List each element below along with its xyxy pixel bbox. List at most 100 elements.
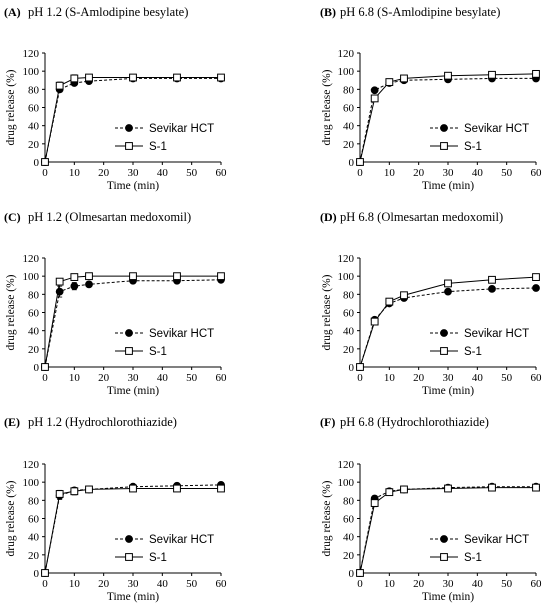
data-point-marker xyxy=(41,363,49,371)
x-tick-label: 20 xyxy=(413,578,425,590)
y-tick-label: 20 xyxy=(28,139,40,151)
data-point-marker xyxy=(55,277,64,286)
x-tick-label: 50 xyxy=(501,167,513,179)
data-point-marker xyxy=(55,81,64,90)
y-tick-label: 0 xyxy=(34,157,40,169)
data-point-marker xyxy=(70,74,79,83)
legend-label: S-1 xyxy=(464,552,482,564)
x-tick-label: 60 xyxy=(531,167,543,179)
y-tick-label: 20 xyxy=(343,550,355,562)
legend-label: S-1 xyxy=(149,346,167,358)
legend-label: Sevikar HCT xyxy=(464,328,529,340)
x-tick-label: 50 xyxy=(501,372,513,384)
x-tick-label: 60 xyxy=(531,578,543,590)
data-point-marker xyxy=(370,317,379,326)
legend-marker xyxy=(125,553,133,561)
x-tick-label: 50 xyxy=(186,578,198,590)
panel-letter: (C) xyxy=(4,210,21,224)
legend-marker xyxy=(440,124,448,132)
data-point-marker xyxy=(532,483,540,492)
y-axis-label: drug release (%) xyxy=(321,69,333,145)
x-tick-label: 40 xyxy=(157,578,169,590)
data-point-marker xyxy=(488,275,496,284)
y-tick-label: 0 xyxy=(34,362,40,374)
y-tick-label: 100 xyxy=(338,271,355,283)
data-point-marker xyxy=(532,69,540,78)
x-tick-label: 60 xyxy=(216,578,228,590)
legend-marker xyxy=(125,142,133,150)
data-point-marker xyxy=(85,272,93,281)
data-point-marker xyxy=(488,284,496,293)
panel-letter: (F) xyxy=(320,415,335,429)
series-line xyxy=(44,279,222,368)
legend-marker xyxy=(125,347,133,355)
data-point-marker xyxy=(532,273,540,281)
chart-title: pH 6.8 (Olmesartan medoxomil) xyxy=(340,210,503,224)
y-tick-label: 120 xyxy=(23,253,40,265)
series-line xyxy=(44,77,221,163)
data-point-marker xyxy=(70,487,79,496)
y-tick-label: 0 xyxy=(349,362,355,374)
data-point-marker xyxy=(173,272,181,281)
data-point-marker xyxy=(488,483,496,492)
x-tick-label: 20 xyxy=(413,372,425,384)
y-tick-label: 60 xyxy=(343,103,355,115)
x-tick-label: 30 xyxy=(443,578,455,590)
panel-letter: (D) xyxy=(320,210,337,224)
legend-marker xyxy=(440,329,448,337)
y-tick-label: 0 xyxy=(349,157,355,169)
y-tick-label: 20 xyxy=(28,344,40,356)
chart-title: pH 1.2 (Hydrochlorothiazide) xyxy=(28,415,177,429)
x-tick-label: 50 xyxy=(501,578,513,590)
y-tick-label: 40 xyxy=(28,532,40,544)
y-tick-label: 120 xyxy=(338,253,355,265)
y-tick-label: 80 xyxy=(343,495,355,507)
y-axis-label: drug release (%) xyxy=(5,480,17,556)
y-tick-label: 60 xyxy=(28,514,40,526)
legend-marker xyxy=(440,142,448,150)
x-axis-label: Time (min) xyxy=(107,180,159,192)
y-tick-label: 60 xyxy=(28,103,40,115)
data-point-marker xyxy=(129,484,137,493)
chart-panel: (C) pH 1.2 (Olmesartan medoxomil) 0 20 40 60 8… xyxy=(4,210,227,397)
y-tick-label: 20 xyxy=(343,344,355,356)
chart-panel: (F) pH 6.8 (Hydrochlorothiazide) 0 20 40 60 80… xyxy=(320,415,542,603)
series-line xyxy=(359,77,536,163)
data-point-marker xyxy=(173,73,181,82)
x-tick-label: 10 xyxy=(69,167,81,179)
panel-letter: (A) xyxy=(4,5,21,19)
data-point-marker xyxy=(356,363,364,371)
y-tick-label: 100 xyxy=(338,477,355,489)
y-tick-label: 120 xyxy=(338,48,355,60)
x-axis-label: Time (min) xyxy=(107,385,159,397)
y-tick-label: 80 xyxy=(28,289,40,301)
x-tick-label: 10 xyxy=(69,578,81,590)
data-point-marker xyxy=(70,282,79,291)
legend-marker xyxy=(440,347,448,355)
series-line xyxy=(44,488,221,574)
x-tick-label: 40 xyxy=(472,578,484,590)
x-tick-label: 50 xyxy=(186,372,198,384)
x-tick-label: 40 xyxy=(472,167,484,179)
x-tick-label: 30 xyxy=(128,372,140,384)
x-tick-label: 20 xyxy=(413,167,425,179)
y-tick-label: 40 xyxy=(343,326,355,338)
data-point-marker xyxy=(444,279,452,288)
legend-marker xyxy=(125,535,133,543)
x-axis-label: Time (min) xyxy=(422,180,474,192)
chart-title: pH 1.2 (Olmesartan medoxomil) xyxy=(28,210,191,224)
data-point-marker xyxy=(55,490,64,498)
series-line xyxy=(359,487,536,574)
y-tick-label: 80 xyxy=(343,289,355,301)
panel-letter: (E) xyxy=(4,415,20,429)
chart-panel: (D) pH 6.8 (Olmesartan medoxomil) 0 20 40 60 8… xyxy=(320,210,542,397)
legend-label: S-1 xyxy=(464,346,482,358)
y-tick-label: 20 xyxy=(28,550,40,562)
x-tick-label: 60 xyxy=(216,167,228,179)
y-axis-label: drug release (%) xyxy=(5,69,17,145)
x-tick-label: 0 xyxy=(42,167,48,179)
data-point-marker xyxy=(217,272,225,281)
y-axis-label: drug release (%) xyxy=(321,480,333,556)
data-point-marker xyxy=(356,158,364,166)
